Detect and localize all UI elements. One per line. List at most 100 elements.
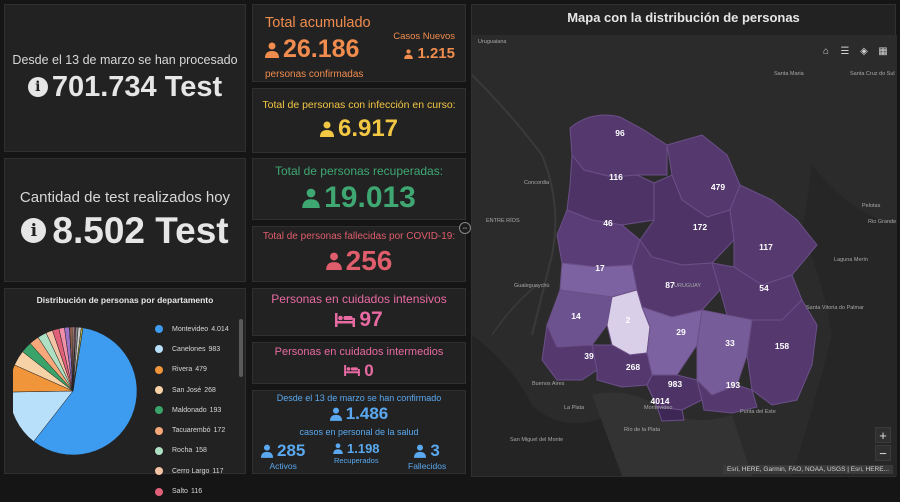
legend-item[interactable]: Canelones 983: [155, 339, 229, 359]
health-deceased-label: Fallecidos: [408, 461, 447, 471]
person-icon: [325, 252, 342, 270]
uruguay-map[interactable]: [472, 35, 897, 476]
recovered-panel: Total de personas recuperadas: 19.013: [252, 158, 466, 220]
map-place-label: Rio Grande: [868, 219, 897, 225]
dept-count-label: 116: [609, 172, 623, 182]
map-panel: Mapa con la distribución de personas: [471, 4, 897, 477]
person-icon: [302, 188, 320, 208]
health-active-value: 285: [277, 441, 306, 460]
map-attribution: Esri, HERE, Garmin, FAO, NOAA, USGS | Es…: [722, 465, 893, 474]
active-cases-panel: Total de personas con infección en curso…: [252, 88, 466, 153]
health-label: Desde el 13 de marzo se han confirmado: [276, 393, 442, 403]
icu-panel: Personas en cuidados intensivos 97: [252, 288, 466, 336]
map-place-label: Concordia: [524, 180, 550, 186]
deaths-label: Total de personas fallecidas por COVID-1…: [262, 231, 456, 242]
tests-today-panel: Cantidad de test realizados hoy i 8.502 …: [4, 158, 246, 282]
intermediate-care-panel: Personas en cuidados intermedios 0: [252, 342, 466, 384]
dept-count-label: 4014: [650, 396, 670, 406]
legend-value: 172: [213, 427, 226, 435]
layers-icon[interactable]: ◈: [860, 45, 868, 57]
legend-item[interactable]: Maldonado 193: [155, 400, 229, 420]
zoom-in-button[interactable]: +: [875, 427, 891, 443]
person-icon: [319, 121, 334, 137]
legend-item[interactable]: Tacuarembó 172: [155, 420, 229, 440]
new-cases-label: Casos Nuevos: [393, 31, 455, 42]
info-icon: i: [27, 77, 48, 97]
legend-item[interactable]: Salto 116: [155, 481, 229, 501]
health-recovered-stat: 1.198 Recuperados: [333, 441, 380, 465]
legend-item[interactable]: San José 268: [155, 380, 229, 400]
tests-today-value: 8.502 Test: [52, 209, 229, 251]
dept-count-label: 39: [584, 351, 594, 361]
chart-legend: Montevideo 4.014 Canelones 983 Rivera 479 San …: [155, 319, 229, 502]
map-place-label: La Plata: [564, 405, 585, 411]
legend-label: Salto: [172, 488, 188, 496]
active-label: Total de personas con infección en curso…: [262, 98, 456, 111]
person-icon: [265, 42, 279, 58]
map-place-label: Pelotas: [862, 203, 881, 209]
info-icon: i: [21, 218, 47, 243]
dept-count-label: 33: [725, 338, 735, 348]
recovered-value: 19.013: [324, 180, 416, 214]
dept-count-label: 54: [759, 283, 769, 293]
person-icon: [414, 444, 427, 458]
total-sublabel: personas confirmadas: [265, 69, 364, 80]
legend-swatch: [155, 325, 163, 334]
map-place-label: Santa Maria: [774, 71, 804, 77]
legend-value: 268: [204, 386, 216, 394]
health-value: 1.486: [345, 404, 389, 423]
legend-label: Rocha: [172, 447, 193, 455]
legend-item[interactable]: Rocha 158: [155, 441, 229, 461]
map-place-label: Santa Cruz do Sul: [850, 71, 895, 77]
legend-swatch: [155, 406, 163, 415]
legend-item[interactable]: Rivera 479: [155, 360, 229, 380]
basemap-icon[interactable]: ▦: [878, 45, 888, 57]
person-icon: [404, 48, 414, 59]
legend-value: 117: [212, 467, 224, 475]
pie-slice-montevideo[interactable]: [33, 327, 138, 456]
map-place-label: Laguna Merín: [834, 257, 868, 263]
dept-count-label: 479: [710, 182, 726, 192]
legend-swatch: [155, 386, 163, 395]
legend-label: Maldonado: [172, 406, 207, 414]
intermediate-care-label: Personas en cuidados intermedios: [274, 345, 444, 358]
legend-swatch: [155, 467, 163, 476]
dept-count-label: 2: [625, 315, 631, 325]
map-place-label: ENTRE RÍOS: [486, 218, 520, 224]
chart-title: Distribución de personas por departament…: [36, 295, 214, 305]
dept-count-label: 983: [667, 379, 683, 389]
health-sublabel: casos en personal de la salud: [299, 427, 419, 437]
pie-chart[interactable]: [13, 313, 153, 463]
deaths-value: 256: [345, 245, 393, 276]
dept-count-label: 268: [625, 362, 641, 372]
map-place-label: Santa Vitoria do Palmar: [806, 305, 864, 311]
map-place-label: Buenos Aires: [532, 381, 565, 387]
zoom-out-button[interactable]: −: [875, 445, 891, 461]
legend-swatch: [155, 365, 163, 374]
map-place-label: San Miguel del Monte: [510, 437, 564, 443]
legend-item[interactable]: Montevideo 4.014: [155, 319, 229, 339]
dept-count-label: 29: [676, 327, 686, 337]
pie-slice-canelones[interactable]: [13, 390, 74, 442]
panel-splitter-handle[interactable]: ⇔: [459, 222, 471, 234]
person-icon: [261, 444, 273, 458]
legend-item[interactable]: Cerro Largo 117: [155, 461, 229, 481]
legend-swatch: [155, 426, 163, 435]
legend-value: 983: [208, 345, 221, 353]
legend-label: Rivera: [172, 366, 193, 374]
legend-value: 193: [209, 406, 222, 414]
health-deceased-value: 3: [430, 441, 440, 460]
health-recovered-value: 1.198: [347, 441, 380, 456]
legend-scrollbar[interactable]: [239, 319, 243, 377]
home-icon[interactable]: ⌂: [822, 45, 830, 57]
map-title: Mapa con la distribución de personas: [472, 5, 895, 35]
active-value: 6.917: [337, 114, 399, 142]
map-toolbar: ⌂ ☰ ◈ ▦: [815, 43, 891, 59]
map-view[interactable]: Uruguaiana Santa Maria Santa Cruz do Sul…: [472, 35, 897, 476]
legend-value: 116: [190, 488, 203, 496]
pie-slice-florida[interactable]: [72, 327, 84, 392]
list-icon[interactable]: ☰: [840, 45, 850, 57]
legend-value: 479: [195, 366, 207, 374]
icu-label: Personas en cuidados intensivos: [271, 292, 447, 306]
health-recovered-label: Recuperados: [333, 456, 379, 465]
